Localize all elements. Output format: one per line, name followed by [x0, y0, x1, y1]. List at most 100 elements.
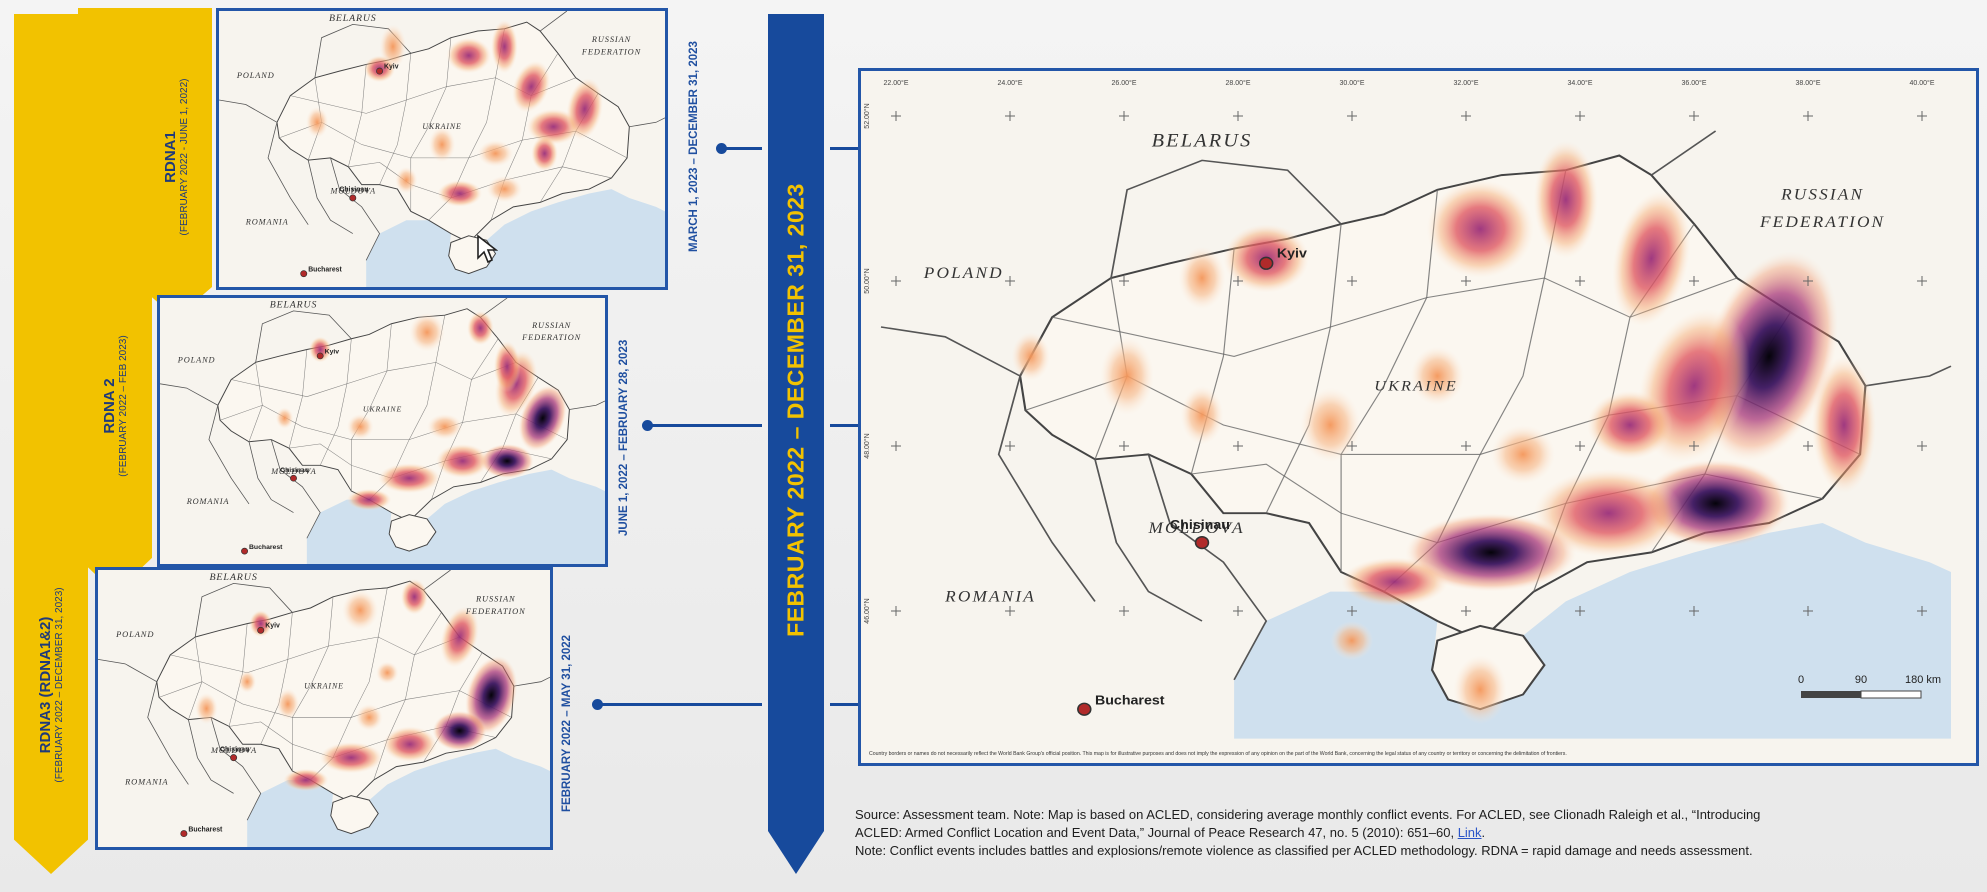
conflict-hotspot [346, 413, 374, 440]
conflict-hotspot [382, 726, 437, 763]
conflict-hotspot [249, 610, 273, 638]
graticule-mark [1233, 111, 1243, 121]
connector-dot-1 [716, 143, 727, 154]
conflict-hotspot [1405, 513, 1577, 592]
border-poland [880, 326, 1021, 377]
conflict-hotspot [1100, 336, 1154, 416]
graticule-mark [1689, 276, 1699, 286]
rdna1-period: (FEBRUARY 2022 - JUNE 1, 2022) [179, 78, 190, 236]
timeline-title: FEBRUARY 2022 – DECEMBER 31, 2023 [782, 182, 809, 637]
border-romania [248, 441, 294, 513]
rdna1-banner-text: RDNA1 (FEBRUARY 2022 - JUNE 1, 2022) [162, 78, 190, 235]
graticule-mark [1689, 606, 1699, 616]
border-romania-west [147, 681, 189, 785]
label-ukraine: UKRAINE [1374, 378, 1458, 394]
label-moldova: MOLDOVA [270, 467, 316, 476]
conflict-hotspot [440, 606, 479, 668]
conflict-hotspot [446, 37, 492, 74]
label-moldova: MOLDOVA [210, 746, 257, 755]
graticule-mark [1803, 606, 1813, 616]
label-bucharest: Bucharest [1095, 693, 1165, 707]
conflict-hotspot [531, 135, 558, 172]
kyiv-marker [1258, 256, 1274, 270]
label-ukraine: UKRAINE [363, 405, 402, 414]
longitude-label: 38.00°E [1796, 79, 1821, 87]
scale-bar: 0 90 180 km [1798, 674, 1941, 699]
black-sea [366, 189, 665, 287]
connector-1 [722, 147, 762, 150]
border-belarus [255, 310, 352, 363]
conflict-hotspot [195, 692, 218, 725]
border-russia-north [423, 570, 451, 591]
label-kyiv: Kyiv [384, 63, 399, 70]
border-belarus [1110, 159, 1342, 279]
graticule-mark [1803, 276, 1813, 286]
black-sea [1234, 523, 1951, 739]
conflict-hotspot [355, 704, 383, 731]
oblast-boundary [319, 338, 352, 466]
crimea-border [388, 514, 437, 552]
border-romania-west [267, 122, 309, 225]
graticule-mark [1347, 441, 1357, 451]
conflict-hotspot [346, 488, 392, 511]
label-bucharest: Bucharest [249, 544, 283, 551]
conflict-hotspot [395, 166, 418, 194]
conflict-hotspot [1410, 346, 1465, 406]
border-poland [160, 383, 219, 406]
connector-main-1 [830, 147, 858, 150]
label-kyiv: Kyiv [1277, 246, 1307, 260]
conflict-hotspot [400, 578, 428, 615]
conflict-hotspot [566, 78, 604, 140]
rdna2-banner: RDNA 2 (FEBRUARY 2022 – FEB 2023) [78, 8, 152, 593]
scale-label-0: 0 [1798, 674, 1804, 686]
black-sea [306, 469, 605, 564]
longitude-label: 34.00°E [1568, 79, 1593, 87]
graticule-mark [1689, 441, 1699, 451]
border-russia-east [513, 676, 550, 687]
conflict-hotspot [409, 313, 445, 352]
label-belarus: BELARUS [270, 300, 318, 311]
border-moldova [330, 157, 381, 261]
bucharest-marker [300, 270, 308, 278]
connector-2 [648, 424, 762, 427]
border-romania [1094, 459, 1203, 622]
conflict-hotspot [1180, 385, 1224, 445]
label-belarus: BELARUS [209, 572, 257, 583]
conflict-hotspot [275, 407, 294, 429]
rdna3-period: (FEBRUARY 2022 – DECEMBER 31, 2023) [54, 587, 65, 783]
label-ukraine: UKRAINE [422, 122, 461, 131]
conflict-hotspot [435, 443, 490, 479]
bucharest-marker [180, 830, 188, 838]
conflict-hotspot [428, 126, 456, 163]
conflict-hotspot [1178, 246, 1226, 310]
oblast-boundary [231, 362, 517, 397]
conflict-hotspot [1811, 356, 1877, 494]
label-poland: POLAND [236, 71, 275, 80]
conflict-hotspot [491, 19, 518, 74]
latitude-label: 50.00°N [863, 268, 871, 293]
conflict-hotspot [1426, 180, 1534, 278]
main-map: BELARUS RUSSIAN FEDERATION POLAND UKRAINE MOL… [858, 68, 1979, 766]
connector-3 [598, 703, 762, 706]
map-period-3-graphic: BELARUS RUSSIAN FEDERATION POLAND UKRAINE MOL… [98, 570, 550, 847]
graticule-mark [1575, 606, 1585, 616]
longitude-label: 26.00°E [1112, 79, 1137, 87]
conflict-heat-layer [195, 578, 518, 792]
longitude-label: 36.00°E [1682, 79, 1707, 87]
conflict-hotspot [375, 661, 399, 684]
acled-link[interactable]: Link [1457, 825, 1482, 840]
label-bucharest: Bucharest [188, 826, 223, 833]
conflict-hotspot [1533, 140, 1598, 259]
graticule-mark [1119, 441, 1129, 451]
label-russia2: FEDERATION [581, 48, 641, 57]
label-moldova: MOLDOVA [1147, 518, 1244, 536]
conflict-hotspot [432, 710, 487, 751]
label-russia2: FEDERATION [465, 607, 526, 616]
oblast-boundary [260, 612, 293, 745]
graticule-mark [891, 441, 901, 451]
rdna3-title: RDNA3 (RDNA1&2) [37, 616, 54, 754]
conflict-heat-layer [275, 310, 567, 511]
map-period-3: BELARUS RUSSIAN FEDERATION POLAND UKRAINE MOL… [95, 567, 553, 850]
label-russia2: FEDERATION [1759, 213, 1885, 231]
conflict-hotspot [1453, 655, 1507, 724]
